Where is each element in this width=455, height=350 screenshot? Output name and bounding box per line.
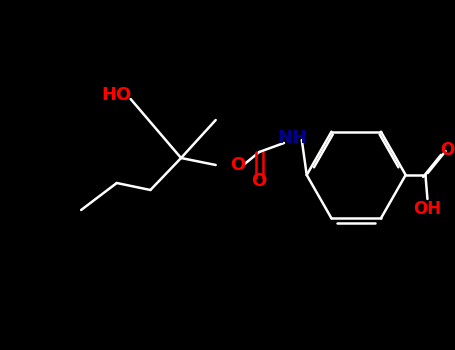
Text: HO: HO xyxy=(101,86,132,104)
Text: O: O xyxy=(252,172,267,190)
Text: O: O xyxy=(230,156,245,174)
Text: NH: NH xyxy=(277,129,307,147)
Text: OH: OH xyxy=(414,200,441,218)
Text: O: O xyxy=(440,141,455,159)
